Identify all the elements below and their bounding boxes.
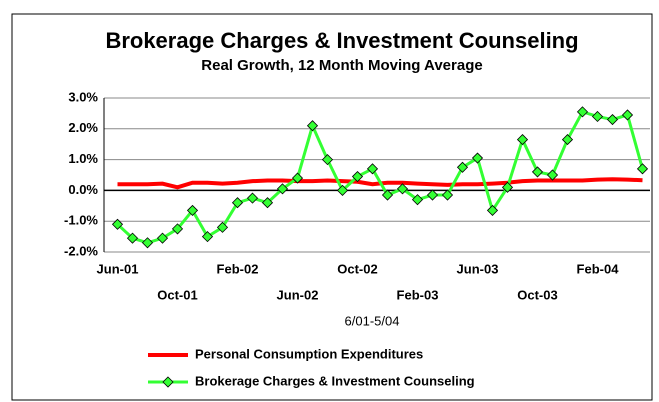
x-tick-label: Jun-03 <box>457 261 499 276</box>
data-point <box>531 166 544 178</box>
legend-label: Personal Consumption Expenditures <box>195 346 423 361</box>
x-tick-label: Oct-03 <box>517 287 557 302</box>
data-point <box>381 189 394 201</box>
data-point <box>201 231 214 243</box>
x-tick-label: Jun-01 <box>97 261 139 276</box>
legend-marker <box>162 376 174 388</box>
data-point <box>516 134 529 146</box>
data-point <box>591 110 604 123</box>
data-point <box>126 232 139 244</box>
y-tick-label: -2.0% <box>64 243 98 258</box>
data-point <box>291 172 304 184</box>
data-point <box>366 163 379 175</box>
data-point <box>606 113 619 126</box>
data-point <box>471 152 484 164</box>
data-point <box>636 163 649 175</box>
series-line <box>116 110 644 245</box>
data-point <box>411 194 424 206</box>
data-point <box>561 134 574 146</box>
data-point <box>111 218 124 230</box>
data-point <box>261 197 274 209</box>
data-point <box>396 183 409 195</box>
data-point <box>501 181 514 193</box>
y-tick-label: 3.0% <box>68 89 98 104</box>
x-tick-label: Oct-01 <box>157 287 197 302</box>
data-point <box>156 232 169 244</box>
chart-subtitle: Real Growth, 12 Month Moving Average <box>201 57 482 74</box>
data-point <box>231 197 244 209</box>
data-point <box>186 204 199 216</box>
data-point <box>351 170 364 183</box>
x-tick-label: Jun-02 <box>277 287 319 302</box>
y-tick-label: 0.0% <box>68 182 98 197</box>
data-point <box>141 237 154 249</box>
data-point <box>486 204 499 216</box>
data-point <box>426 189 439 201</box>
data-point <box>441 189 454 201</box>
data-point <box>216 221 229 233</box>
data-point <box>621 109 634 121</box>
x-tick-label: Oct-02 <box>337 261 377 276</box>
data-point <box>546 169 559 181</box>
y-tick-label: -1.0% <box>64 213 98 228</box>
chart-frame <box>11 13 653 401</box>
data-point <box>336 184 349 196</box>
data-point <box>246 192 259 204</box>
legend-label: Brokerage Charges & Investment Counselin… <box>195 373 475 388</box>
x-axis-label: 6/01-5/04 <box>345 313 400 328</box>
x-tick-label: Feb-03 <box>397 287 439 302</box>
y-tick-label: 2.0% <box>68 120 98 135</box>
y-tick-label: 1.0% <box>68 151 98 166</box>
chart-title: Brokerage Charges & Investment Counselin… <box>105 28 578 53</box>
data-point <box>171 223 184 235</box>
x-tick-label: Feb-02 <box>217 261 259 276</box>
data-point <box>276 183 289 195</box>
data-point <box>576 106 589 118</box>
data-point <box>321 154 334 166</box>
x-tick-label: Feb-04 <box>577 261 620 276</box>
data-point <box>456 161 469 173</box>
data-point <box>306 120 319 132</box>
